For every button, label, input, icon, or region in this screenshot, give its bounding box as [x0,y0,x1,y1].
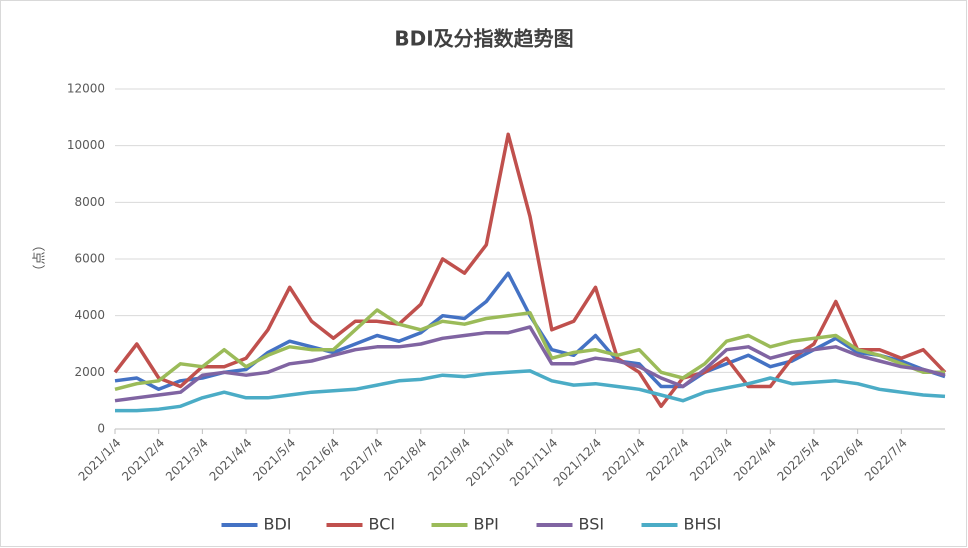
series-line [115,369,946,413]
legend-label: BHSI [684,515,722,534]
y-tick-label: 10000 [67,138,105,152]
series-line [114,325,946,403]
y-axis-label: （点） [33,238,48,277]
series-line [114,308,945,391]
y-tick-label: 12000 [67,82,105,96]
legend-label: BCI [369,515,396,534]
y-tick-label: 0 [97,422,105,436]
y-tick-label: 4000 [74,308,105,322]
legend-label: BDI [264,515,292,534]
chart-title: BDI及分指数趋势图 [394,27,573,51]
y-tick-label: 6000 [74,252,105,266]
series-line [113,132,947,409]
legend-label: BSI [579,515,605,534]
y-tick-label: 2000 [74,365,105,379]
legend-label: BPI [474,515,499,534]
y-tick-label: 8000 [74,195,105,209]
